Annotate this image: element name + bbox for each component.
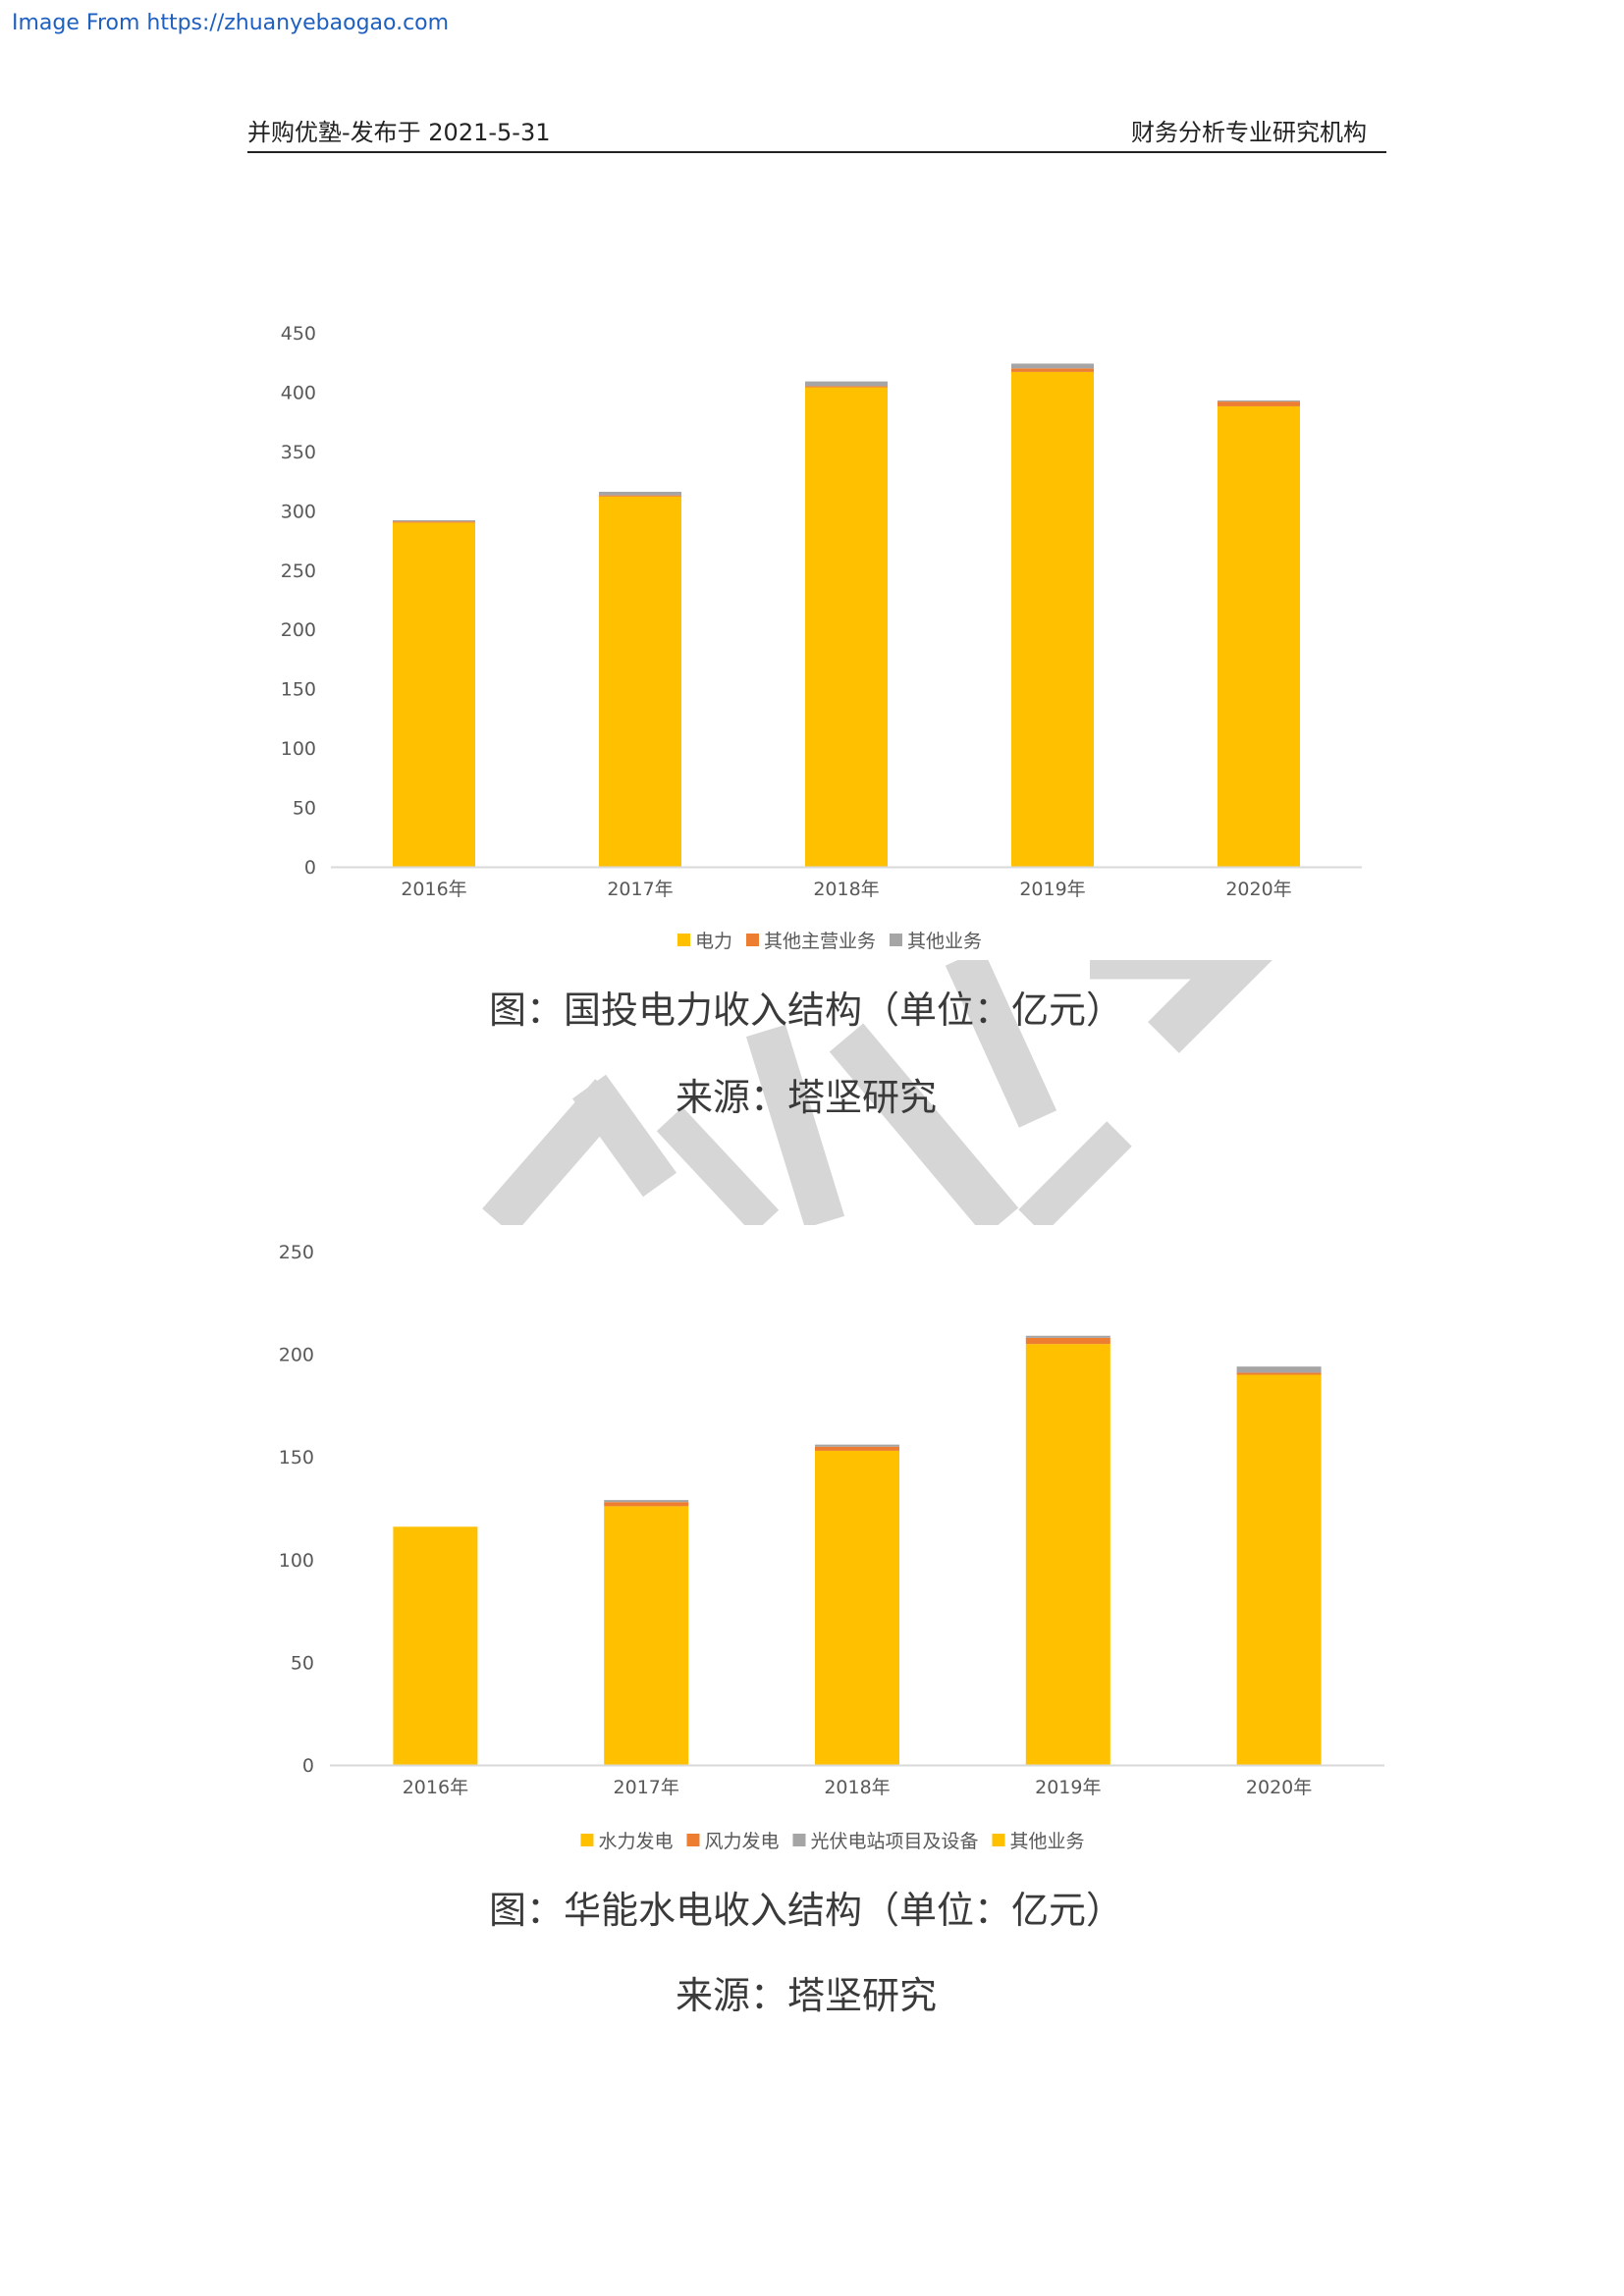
watermark-stroke bbox=[571, 1074, 677, 1198]
source-link[interactable]: Image From https://zhuanyebaogao.com bbox=[12, 11, 450, 35]
legend-label: 其他业务 bbox=[907, 930, 983, 952]
watermark-stroke bbox=[829, 1023, 1019, 1225]
legend-label: 光伏电站项目及设备 bbox=[810, 1830, 979, 1852]
legend-label: 风力发电 bbox=[704, 1830, 780, 1852]
figure-2-source: 来源：塔坚研究 bbox=[675, 1974, 937, 2017]
x-tick-label: 2019年 bbox=[1035, 1777, 1101, 1798]
bar-segment bbox=[604, 1506, 689, 1765]
legend-item: 其他主营业务 bbox=[745, 927, 877, 953]
legend-item: 水力发电 bbox=[580, 1827, 673, 1853]
bar-segment bbox=[1236, 1366, 1322, 1373]
bar-segment bbox=[1025, 1337, 1110, 1345]
legend-label: 水力发电 bbox=[598, 1830, 674, 1852]
figure-2-caption: 图：华能水电收入结构（单位：亿元） bbox=[488, 1889, 1123, 1932]
legend-label: 电力 bbox=[694, 930, 732, 952]
bar-segment bbox=[1011, 363, 1094, 369]
bar-segment bbox=[815, 1444, 899, 1447]
watermark-stroke bbox=[1090, 960, 1272, 1053]
y-tick-label: 300 bbox=[281, 501, 316, 522]
bar-segment bbox=[599, 496, 681, 867]
bar-segment bbox=[1218, 400, 1300, 402]
legend-swatch bbox=[580, 1833, 594, 1846]
watermark-stroke bbox=[945, 960, 1057, 1128]
y-tick-label: 250 bbox=[279, 1242, 314, 1263]
header-right-text: 财务分析专业研究机构 bbox=[1131, 119, 1367, 146]
legend-item: 其他业务 bbox=[992, 1827, 1085, 1853]
y-tick-label: 400 bbox=[281, 382, 316, 403]
bar-segment bbox=[805, 381, 888, 387]
legend-label: 其他业务 bbox=[1009, 1830, 1085, 1852]
chart-1-guotou-revenue: 0 50 100 150 200 250 300 350 400 450 2016年 2017年 201… bbox=[281, 323, 1362, 900]
x-tick-label: 2020年 bbox=[1246, 1777, 1312, 1798]
y-tick-label: 200 bbox=[281, 619, 316, 641]
y-tick-label: 100 bbox=[279, 1550, 314, 1572]
x-tick-label: 2018年 bbox=[813, 879, 879, 900]
x-tick-label: 2020年 bbox=[1225, 879, 1291, 900]
x-tick-label: 2016年 bbox=[403, 1777, 468, 1798]
y-tick-label: 150 bbox=[281, 679, 316, 701]
bar-segment bbox=[1025, 1344, 1110, 1765]
bar-segment bbox=[815, 1450, 899, 1765]
bar-segment bbox=[1236, 1374, 1322, 1765]
figure-1-caption: 图：国投电力收入结构（单位：亿元） bbox=[488, 988, 1123, 1032]
bar-segment bbox=[393, 522, 475, 867]
watermark-stroke bbox=[656, 1106, 780, 1225]
legend-label: 其他主营业务 bbox=[763, 930, 877, 952]
bar-segment bbox=[1011, 368, 1094, 372]
watermark-stroke bbox=[1018, 1121, 1132, 1225]
bar-segment bbox=[815, 1446, 899, 1451]
y-tick-label: 50 bbox=[291, 1652, 314, 1674]
bar-segment bbox=[1011, 371, 1094, 867]
legend-swatch bbox=[992, 1833, 1005, 1846]
legend-swatch bbox=[677, 933, 690, 946]
x-tick-label: 2016年 bbox=[401, 879, 466, 900]
watermark-stroke bbox=[745, 1024, 845, 1225]
bar-segment bbox=[1218, 401, 1300, 406]
y-tick-label: 150 bbox=[279, 1447, 314, 1468]
y-tick-label: 50 bbox=[293, 798, 316, 820]
bar-segment bbox=[393, 521, 475, 523]
x-tick-label: 2018年 bbox=[824, 1777, 890, 1798]
x-tick-label: 2017年 bbox=[614, 1777, 679, 1798]
legend-swatch bbox=[745, 933, 759, 946]
bar-segment bbox=[805, 387, 888, 867]
bar-segment bbox=[604, 1502, 689, 1507]
bar-segment bbox=[599, 495, 681, 497]
header-left-text: 并购优塾-发布于 2021-5-31 bbox=[247, 119, 551, 146]
y-tick-label: 200 bbox=[279, 1345, 314, 1366]
bar-segment bbox=[1236, 1372, 1322, 1375]
bar-segment bbox=[393, 1526, 478, 1765]
y-tick-label: 450 bbox=[281, 323, 316, 345]
chart-1-legend: 电力 其他主营业务 其他业务 bbox=[671, 927, 989, 952]
figure-1-source: 来源：塔坚研究 bbox=[675, 1076, 937, 1119]
legend-swatch bbox=[890, 933, 903, 946]
legend-swatch bbox=[792, 1833, 806, 1846]
y-tick-label: 100 bbox=[281, 738, 316, 760]
y-tick-label: 0 bbox=[304, 857, 316, 879]
chart-2-huaneng-revenue: 0 50 100 150 200 250 2016年 2017年 2018年 2019年 2020年 bbox=[279, 1242, 1384, 1798]
legend-item: 光伏电站项目及设备 bbox=[792, 1827, 979, 1853]
bar-segment bbox=[393, 520, 475, 522]
legend-item: 电力 bbox=[677, 927, 732, 953]
legend-swatch bbox=[686, 1833, 700, 1846]
x-tick-label: 2019年 bbox=[1019, 879, 1085, 900]
bar-segment bbox=[1218, 405, 1300, 867]
y-tick-label: 0 bbox=[302, 1755, 314, 1777]
y-tick-label: 350 bbox=[281, 442, 316, 463]
header-rule bbox=[247, 151, 1386, 153]
legend-item: 风力发电 bbox=[686, 1827, 780, 1853]
legend-item: 其他业务 bbox=[890, 927, 982, 953]
chart-2-legend: 水力发电 风力发电 光伏电站项目及设备 其他业务 bbox=[573, 1827, 1091, 1852]
y-tick-label: 250 bbox=[281, 561, 316, 582]
bar-segment bbox=[1025, 1335, 1110, 1338]
x-tick-label: 2017年 bbox=[607, 879, 673, 900]
bar-segment bbox=[604, 1500, 689, 1503]
bar-segment bbox=[599, 491, 681, 496]
bar-segment bbox=[805, 386, 888, 388]
